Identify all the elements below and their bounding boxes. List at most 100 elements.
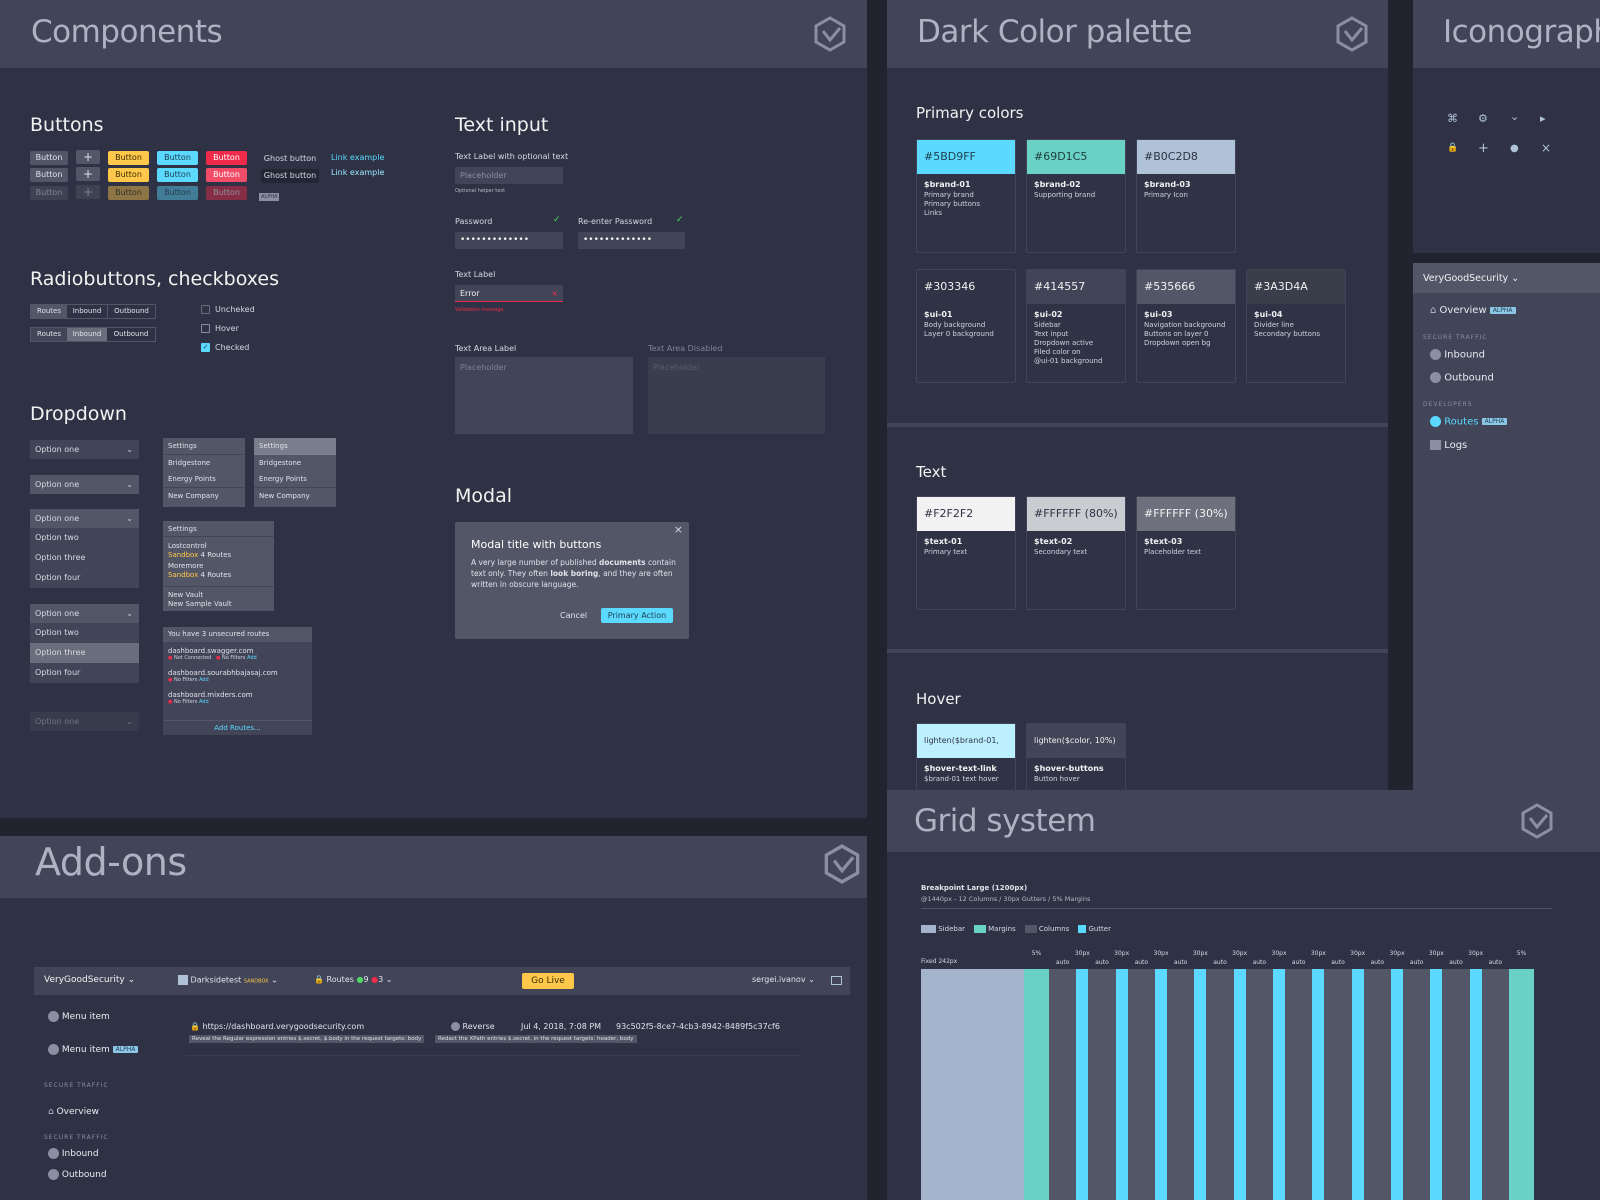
vault-item[interactable]: Moremore Sandbox 4 Routes: [163, 560, 274, 580]
vault-item[interactable]: Lostcontrol Sandbox 4 Routes: [163, 537, 274, 560]
segment-routes[interactable]: Routes: [31, 305, 67, 318]
nav-overview[interactable]: ⌂ Overview: [48, 1107, 99, 1117]
route-add-link[interactable]: Add: [198, 699, 209, 705]
menu-item-2[interactable]: Menu item ALPHA: [48, 1044, 139, 1055]
dropdown-default[interactable]: Option one ⌄: [30, 440, 139, 459]
add-button[interactable]: +: [76, 150, 100, 164]
dropdown-option[interactable]: Option two: [35, 628, 79, 637]
textarea[interactable]: Placeholder: [455, 357, 633, 434]
ghost-button-hover[interactable]: Ghost button: [261, 169, 319, 183]
grid-title: Grid system: [914, 803, 1096, 839]
button-primary-hover[interactable]: Button: [157, 168, 198, 182]
dropdown-option[interactable]: Option two: [35, 533, 79, 542]
grid-gutter-label: 30px: [1350, 950, 1366, 957]
new-vault-item[interactable]: New Vault: [163, 586, 274, 600]
nav-outbound[interactable]: Outbound: [48, 1169, 107, 1180]
error-input[interactable]: Error ×: [455, 285, 563, 302]
error-input-value: Error: [460, 289, 480, 298]
new-sample-vault-item[interactable]: New Sample Vault: [168, 600, 232, 608]
route-item[interactable]: dashboard.sourabhbajasaj.com ● No Filter…: [163, 661, 312, 683]
link-example[interactable]: Link example: [331, 153, 385, 162]
button-primary[interactable]: Button: [157, 151, 198, 165]
swatch-desc: Primary text: [924, 548, 968, 556]
route-item[interactable]: dashboard.mixders.com ● No Filters Add: [163, 683, 312, 705]
route-add-link[interactable]: Add: [198, 677, 209, 683]
add-button-hover[interactable]: +: [76, 167, 100, 181]
swatch-brand-02: #69D1C5 $brand-02 Supporting brand: [1026, 139, 1126, 253]
swatch-desc: Links: [924, 209, 942, 217]
menu-item[interactable]: Energy Points: [168, 475, 216, 483]
checkbox-unchecked[interactable]: [201, 305, 210, 314]
grid-column-block: [1363, 969, 1391, 1200]
dropdown-option[interactable]: Option four: [35, 668, 81, 677]
segment-inbound[interactable]: Inbound: [67, 328, 107, 341]
ghost-button[interactable]: Ghost button: [263, 154, 317, 163]
swatch-desc: Primary buttons: [924, 200, 981, 208]
dropdown-hover[interactable]: Option one ⌄: [30, 475, 139, 494]
menu-item[interactable]: New Company: [163, 487, 245, 504]
docs-icon[interactable]: [831, 976, 842, 985]
gear-icon: ⚙: [1478, 112, 1488, 125]
reverse-icon: [451, 1022, 460, 1031]
grid-divider: [921, 908, 1552, 909]
sidebar-item-logs[interactable]: Logs: [1430, 440, 1467, 451]
button-yellow-hover[interactable]: Button: [108, 168, 149, 182]
cancel-button[interactable]: Cancel: [560, 611, 588, 620]
segment-inbound[interactable]: Inbound: [72, 307, 102, 315]
go-live-button[interactable]: Go Live: [522, 973, 574, 989]
segment-routes[interactable]: Routes: [31, 328, 67, 341]
sidebar-item-outbound[interactable]: Outbound: [1430, 372, 1494, 384]
nav-inbound[interactable]: Inbound: [48, 1148, 99, 1159]
checkbox-unchecked-label: Uncheked: [215, 305, 255, 314]
vault-selector[interactable]: Darksidetest SANDBOX ⌄: [178, 975, 278, 985]
sidebar-item-overview[interactable]: ⌂ Overview ALPHA: [1430, 305, 1516, 316]
route-add-link[interactable]: Add: [246, 655, 257, 661]
menu-item[interactable]: Bridgestone: [259, 459, 302, 467]
menu-item[interactable]: New Company: [254, 487, 336, 504]
sidebar-item-routes[interactable]: Routes ALPHA: [1430, 416, 1508, 428]
route-item[interactable]: dashboard.swagger.com ● Not Connected ● …: [163, 642, 312, 661]
reenter-password-input[interactable]: •••••••••••••: [578, 232, 685, 249]
textarea-label: Text Area Label: [455, 344, 517, 353]
swatch-color: #5BD9FF: [917, 140, 1015, 174]
swatch-desc: Layer 0 background: [924, 330, 994, 338]
log-tag-redact: Redact the XPath entries $.secret, in th…: [435, 1035, 637, 1043]
error-clear-icon[interactable]: ×: [551, 289, 558, 298]
routes-status[interactable]: 🔒 Routes ●9 ●3 ⌄: [314, 975, 393, 984]
dropdown-option[interactable]: Option three: [35, 553, 86, 562]
checkbox-hover[interactable]: [201, 324, 210, 333]
sidebar-item-inbound[interactable]: Inbound: [1430, 349, 1485, 361]
chevron-down-icon: ⌄: [126, 445, 133, 454]
topbar-brand-label: VeryGoodSecurity: [44, 975, 125, 985]
checkbox-checked[interactable]: ✓: [201, 343, 210, 352]
swatch-desc: Buttons on layer 0: [1144, 330, 1209, 338]
segment-outbound[interactable]: Outbound: [107, 305, 155, 318]
button-default[interactable]: Button: [30, 151, 68, 165]
menu-item[interactable]: Energy Points: [259, 475, 307, 483]
link-example-hover[interactable]: Link example: [331, 168, 385, 177]
primary-action-button[interactable]: Primary Action: [601, 608, 673, 623]
alpha-badge: ALPHA: [112, 1046, 139, 1053]
button-danger-hover[interactable]: Button: [206, 168, 247, 182]
password-input[interactable]: •••••••••••••: [455, 232, 563, 249]
segment-outbound[interactable]: Outbound: [113, 330, 149, 338]
user-menu[interactable]: sergei.ivanov ⌄: [752, 975, 815, 984]
menu-item[interactable]: Bridgestone: [168, 459, 211, 467]
button-yellow[interactable]: Button: [108, 151, 149, 165]
topbar-brand[interactable]: VeryGoodSecurity ⌄: [44, 975, 135, 985]
button-default-disabled: Button: [30, 186, 68, 200]
dropdown-open[interactable]: Option one ⌄: [30, 509, 139, 528]
swatch-desc: Primary brand: [924, 191, 974, 199]
dropdown-option-highlighted[interactable]: Option three: [30, 643, 139, 663]
modal-close-icon[interactable]: ×: [673, 523, 683, 536]
dropdown-option[interactable]: Option four: [35, 573, 81, 582]
menu-item-1[interactable]: Menu item: [48, 1011, 110, 1022]
user-name: sergei.ivanov: [752, 975, 806, 984]
log-row[interactable]: 🔒 https://dashboard.verygoodsecurity.com…: [186, 1020, 801, 1056]
button-default-hover[interactable]: Button: [30, 168, 68, 182]
text-input[interactable]: Placeholder: [455, 167, 563, 184]
button-danger[interactable]: Button: [206, 151, 247, 165]
add-routes-link[interactable]: Add Routes...: [163, 720, 312, 735]
sidebar-brand[interactable]: VeryGoodSecurity ⌄: [1413, 263, 1600, 293]
dropdown-open-2[interactable]: Option one ⌄: [30, 604, 139, 623]
